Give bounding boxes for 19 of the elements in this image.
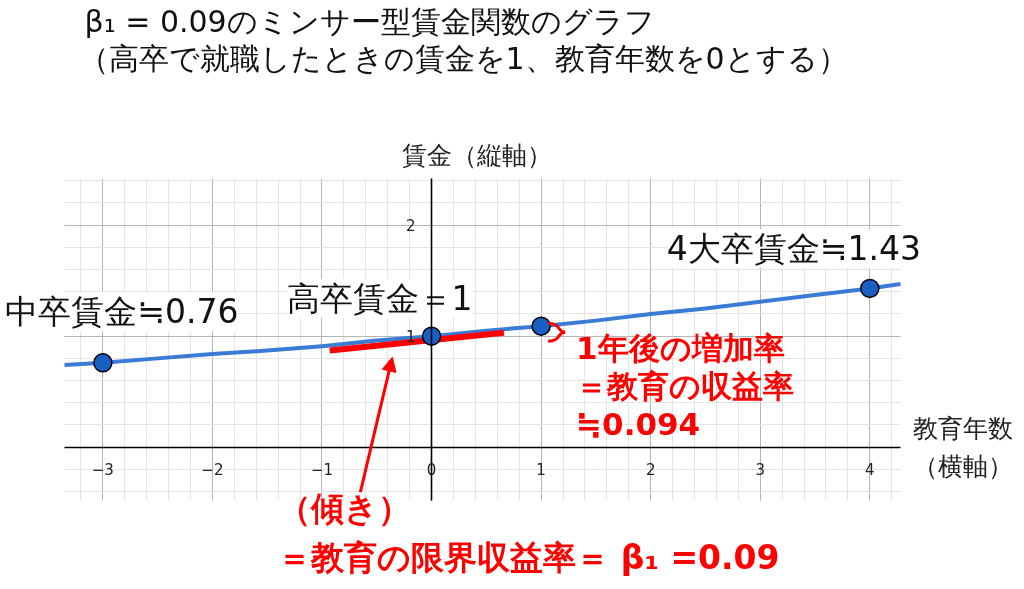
- point: [93, 353, 113, 373]
- x-tick-label: 4: [865, 461, 875, 480]
- x-tick-label: 3: [755, 461, 766, 480]
- x-tick-label: −2: [201, 461, 224, 480]
- annotation: 中卒賃金≒0.76: [5, 292, 239, 332]
- point: [421, 326, 442, 346]
- x-tick-label: 1: [536, 461, 546, 480]
- annotation: 1年後の増加率＝教育の収益率≒0.094: [576, 330, 795, 442]
- annotation: 4大卒賃金≒1.43: [666, 228, 921, 268]
- y-axis-title: 賃金（縦軸）: [401, 140, 552, 170]
- x-tick-label: −3: [91, 461, 114, 480]
- x-tick-label: 2: [645, 461, 656, 480]
- chart-subtitle: （高卒で就職したときの賃金を1、教育年数を0とする）: [78, 40, 848, 76]
- x-axis-title: 教育年数（横軸）: [912, 413, 1013, 481]
- annotation: （傾き）＝教育の限界収益率＝ β₁ =0.09: [278, 489, 780, 577]
- point: [531, 316, 551, 336]
- x-tick-label: −1: [310, 461, 334, 480]
- chart-title: β₁ = 0.09のミンサー型賃金関数のグラフ: [84, 3, 655, 39]
- point: [860, 278, 880, 299]
